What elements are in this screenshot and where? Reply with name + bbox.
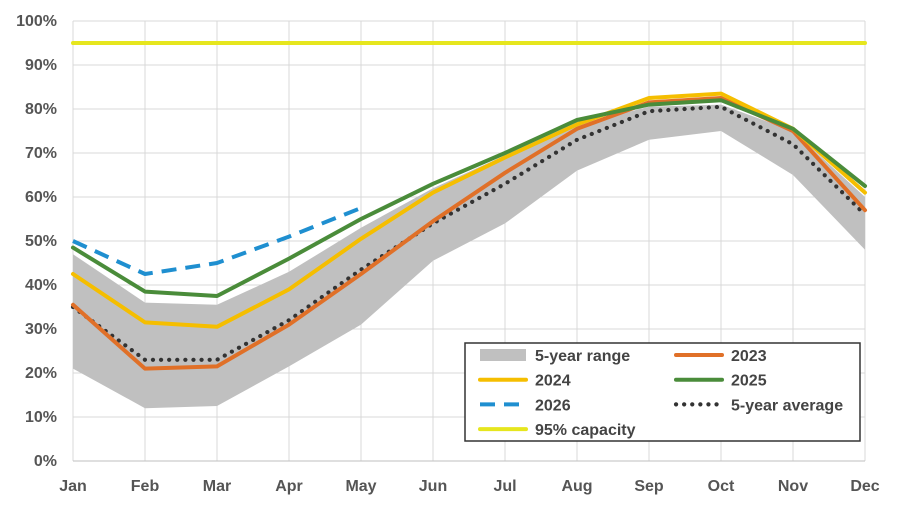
series-layer [70,41,868,371]
x-tick-label-may: May [345,478,376,495]
legend-label-5-year-range: 5-year range [535,348,630,365]
x-tick-label-apr: Apr [275,478,303,495]
legend-box [464,342,861,442]
y-tick-label-30: 30% [25,321,57,338]
y-tick-label-70: 70% [25,145,57,162]
axes: 0% 10% 20% 30% 40% 50% 60% 70% 80% 90% 100% Jan Feb M… [16,13,880,495]
y-tick-label-60: 60% [25,189,57,206]
series-line-2025 [71,98,867,298]
legend-label-2023: 2023 [731,348,767,365]
y-tick-label-20: 20% [25,365,57,382]
legend: 5-year range 2023 2024 2025 2026 5-year avera… [464,342,861,442]
legend-label-5-year-average: 5-year average [731,397,843,414]
legend-label-95-capacity: 95% capacity [535,422,636,439]
x-tick-label-nov: Nov [778,478,808,495]
x-tick-label-oct: Oct [708,478,735,495]
x-tick-label-jul: Jul [493,478,516,495]
y-tick-label-10: 10% [25,409,57,426]
range-band [73,104,865,409]
y-tick-label-100: 100% [16,13,57,30]
series-line-5-year-average [70,104,868,362]
y-tick-label-0: 0% [34,453,57,470]
y-tick-label-50: 50% [25,233,57,250]
legend-label-2026: 2026 [535,397,571,414]
y-tick-label-40: 40% [25,277,57,294]
legend-label-2024: 2024 [535,373,571,390]
range-band-layer [73,104,865,409]
x-tick-label-feb: Feb [131,478,160,495]
x-tick-label-sep: Sep [634,478,664,495]
x-tick-label-jun: Jun [419,478,447,495]
x-tick-label-jan: Jan [59,478,87,495]
y-tick-label-90: 90% [25,57,57,74]
y-tick-label-80: 80% [25,101,57,118]
legend-label-2025: 2025 [731,373,767,390]
x-tick-label-aug: Aug [561,478,592,495]
legend-swatch-5-year-range [480,349,526,361]
series-line-2024 [71,91,867,329]
series-line-2026 [72,206,362,276]
x-tick-label-dec: Dec [850,478,879,495]
x-tick-label-mar: Mar [203,478,231,495]
